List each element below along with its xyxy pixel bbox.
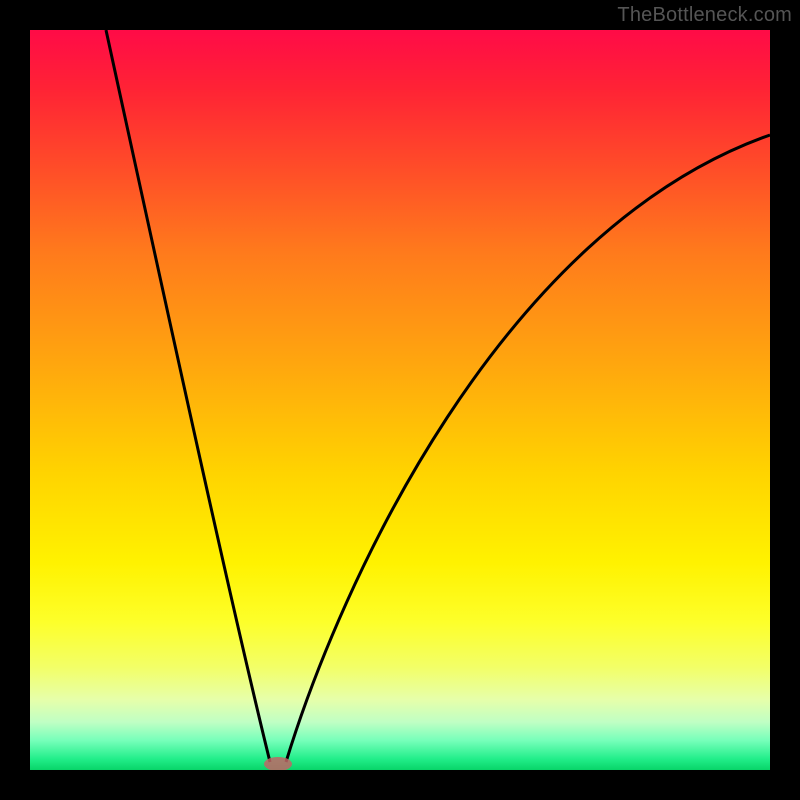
optimal-point-marker (30, 30, 770, 770)
chart-container: TheBottleneck.com (0, 0, 800, 800)
plot-area (30, 30, 770, 770)
watermark-text: TheBottleneck.com (617, 4, 792, 27)
